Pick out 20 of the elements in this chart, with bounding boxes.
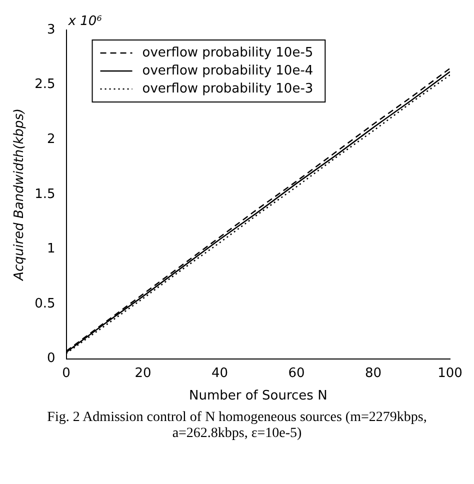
x-tick-label: 0 [62,366,70,381]
x-tick-label: 60 [288,366,305,381]
text: x 10⁶ [67,14,102,29]
y-tick-label: 0.5 [34,296,56,312]
y-tick-label: 2.5 [34,77,56,92]
y-tick-label: 2 [46,132,56,147]
x-tick-label: 40 [211,366,228,381]
y-tick-label: 3 [46,22,56,38]
caption: Fig. 2 Admission control of N homogeneous sources (m=2279kbps, a=262.8kbps, ε=10e-5) [46,409,428,443]
x-tick-label: 20 [134,366,152,381]
legend-label: overflow probability 10e-5 [142,45,314,60]
legend-label: overflow probability 10e-3 [142,81,314,96]
x-tick-label: 80 [364,366,382,381]
x-axis-title: Number of Sources N [188,388,328,404]
y-axis-title: Acquired Bandwidth(kbps) [12,108,28,282]
y-tick-label: 1 [46,242,56,257]
y-tick-label: 0 [46,351,56,366]
x-tick-label: 100 [438,366,462,381]
legend-label: overflow probability 10e-4 [142,63,314,78]
y-tick-label: 1.5 [34,186,56,202]
